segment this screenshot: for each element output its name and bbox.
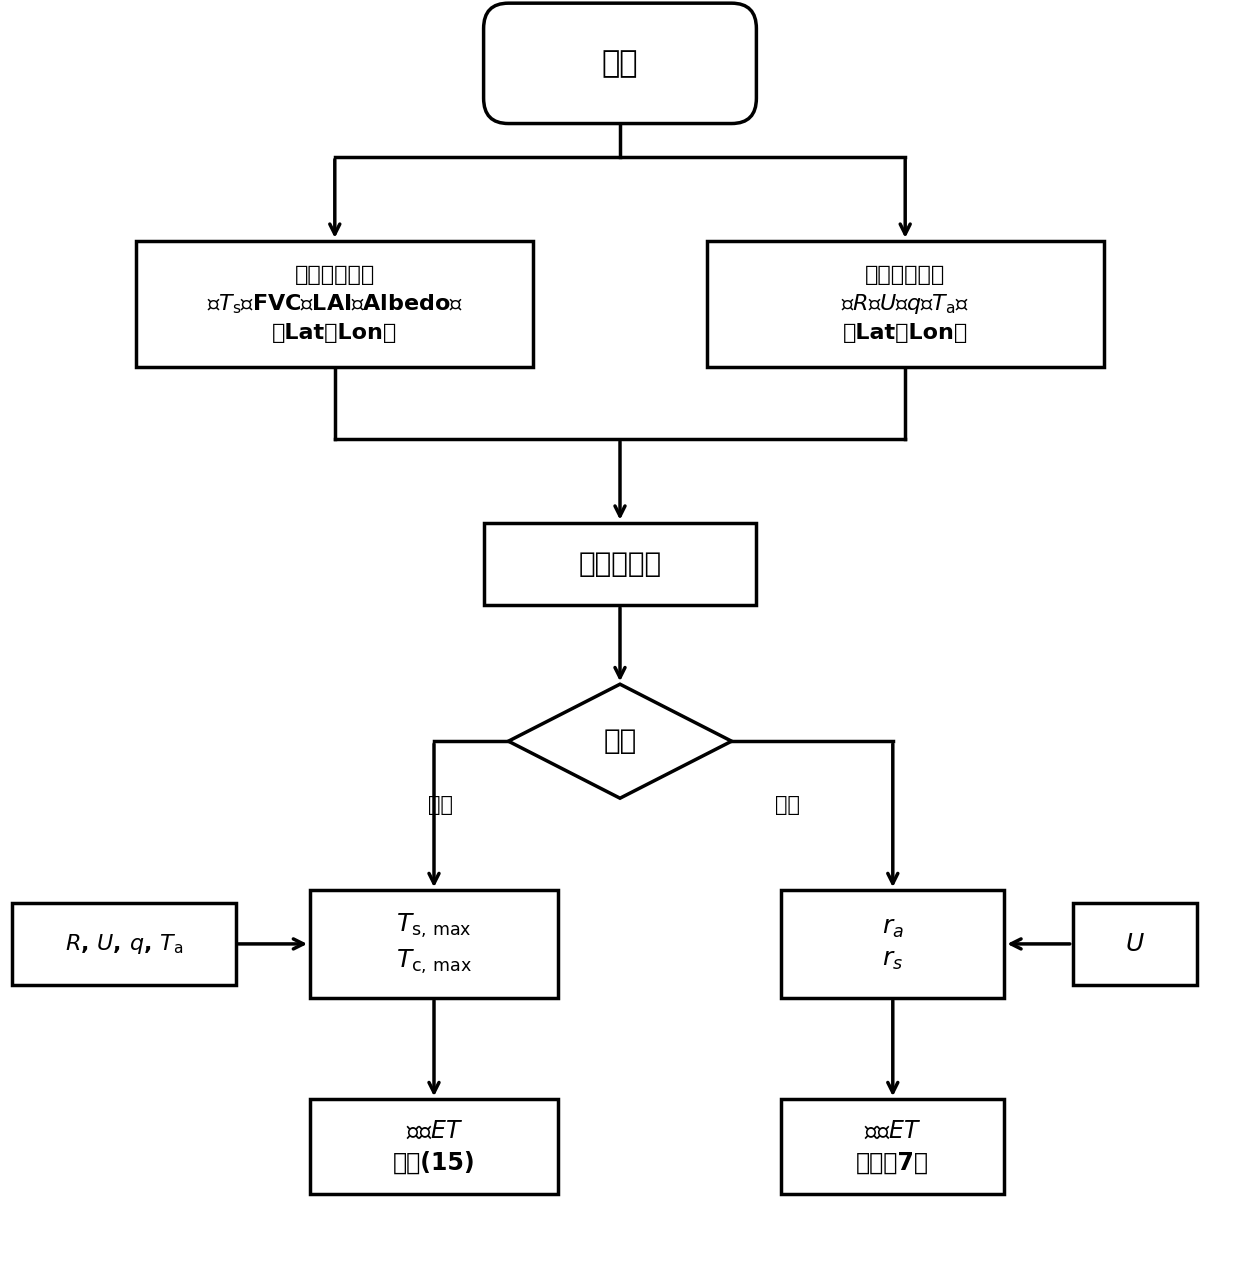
FancyBboxPatch shape (707, 241, 1104, 367)
Text: 无云: 无云 (428, 794, 453, 815)
Text: 计算$\mathit{ET}$
（公式7）: 计算$\mathit{ET}$ （公式7） (857, 1119, 929, 1175)
Text: 有云: 有云 (775, 794, 800, 815)
FancyBboxPatch shape (484, 4, 756, 124)
Text: $\mathit{r}_{a}$
$\mathit{r}_{s}$: $\mathit{r}_{a}$ $\mathit{r}_{s}$ (882, 916, 904, 972)
FancyBboxPatch shape (310, 889, 558, 998)
Polygon shape (508, 684, 732, 798)
Text: 开始: 开始 (601, 49, 639, 77)
Text: 计算$\mathit{ET}$
公式(15): 计算$\mathit{ET}$ 公式(15) (393, 1119, 475, 1175)
FancyBboxPatch shape (781, 1098, 1004, 1194)
Text: 经纬度匹配: 经纬度匹配 (578, 550, 662, 578)
FancyBboxPatch shape (484, 522, 756, 604)
FancyBboxPatch shape (781, 889, 1004, 998)
Text: $\mathit{T}_{\rm s,\,max}$
$\mathit{T}_{\rm c,\,max}$: $\mathit{T}_{\rm s,\,max}$ $\mathit{T}_{… (396, 912, 472, 976)
Text: 读入遥感数据
（$\mathit{T}_{\rm s}$，FVC，LAI，Albedo）
（Lat，Lon）: 读入遥感数据 （$\mathit{T}_{\rm s}$，FVC，LAI，Alb… (207, 266, 463, 342)
FancyBboxPatch shape (12, 902, 236, 986)
FancyBboxPatch shape (136, 241, 533, 367)
Text: $\mathit{U}$: $\mathit{U}$ (1125, 933, 1145, 955)
FancyBboxPatch shape (1073, 902, 1197, 986)
Text: 判断: 判断 (604, 727, 636, 755)
Text: 读入气象数据
（$\mathit{R}$，$\mathit{U}$，$\mathit{q}$，$\mathit{T}_{\rm a}$）
（Lat，Lon）: 读入气象数据 （$\mathit{R}$，$\mathit{U}$，$\math… (841, 265, 970, 343)
Text: $\mathit{R}$, $\mathit{U}$, $\mathit{q}$, $\mathit{T}_{\rm a}$: $\mathit{R}$, $\mathit{U}$, $\mathit{q}$… (64, 933, 184, 955)
FancyBboxPatch shape (310, 1098, 558, 1194)
